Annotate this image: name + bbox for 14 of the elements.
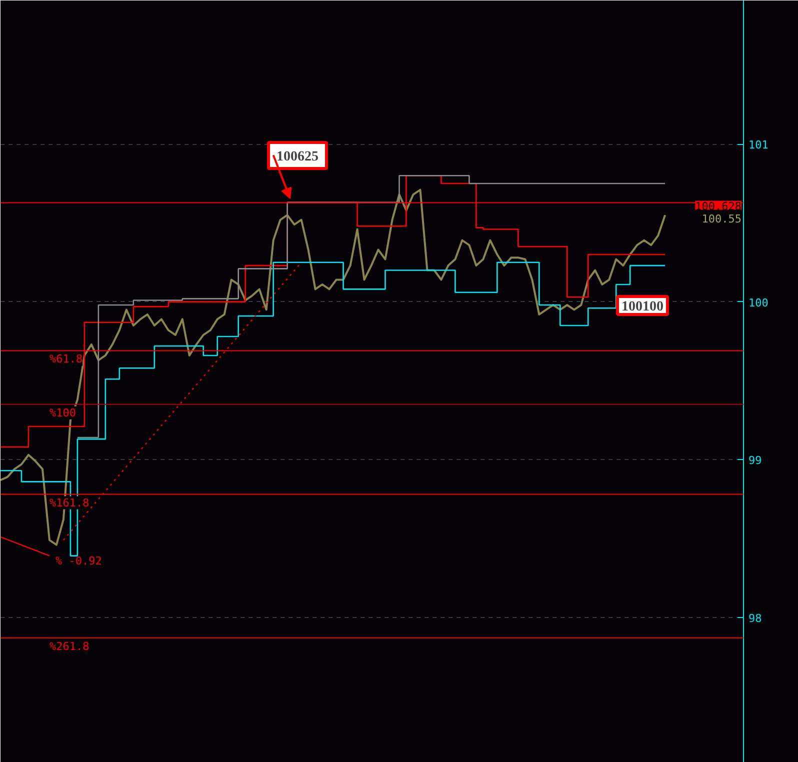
y-tick-label: 100: [748, 296, 768, 310]
annotation: %161.8: [49, 496, 90, 510]
annotation: %261.8: [49, 640, 90, 653]
annotation: %61.8: [49, 352, 83, 366]
annotation: %100: [49, 406, 76, 420]
text: 100.55: [702, 212, 742, 226]
line-series: [0, 188, 666, 546]
ref-line-label: 100.628: [695, 200, 742, 213]
y-tick-label: 98: [748, 612, 762, 625]
y-tick-label: 101: [748, 138, 768, 152]
annotation: 100625: [276, 150, 318, 164]
annotation: 100100: [622, 300, 664, 314]
annotation: % -0.92: [56, 554, 102, 568]
y-tick-label: 99: [748, 454, 762, 468]
